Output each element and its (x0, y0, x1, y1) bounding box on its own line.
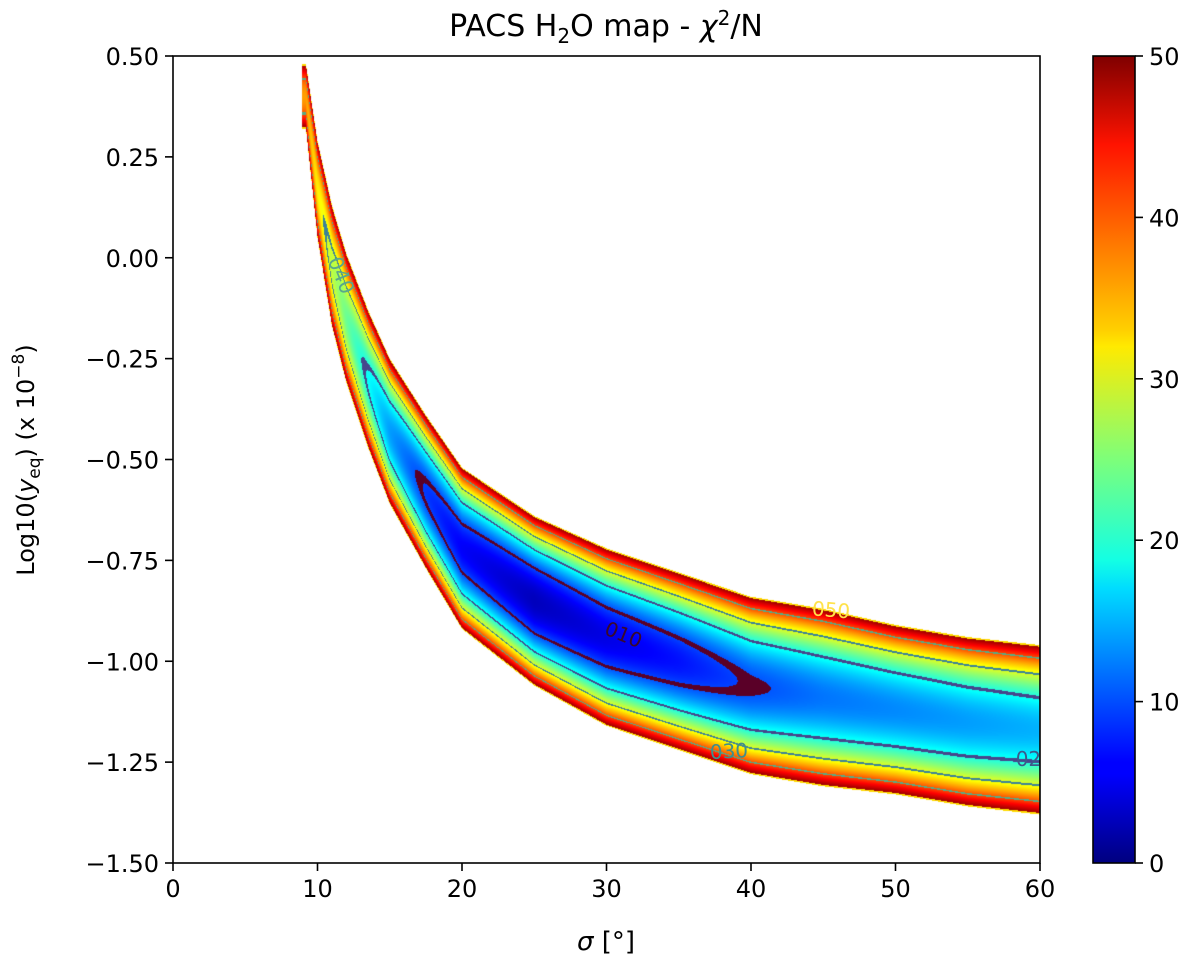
colorbar-tick-label: 20 (1149, 527, 1180, 555)
y-axis-subscript: eq (25, 457, 45, 478)
contour-label: 050 (811, 596, 851, 623)
colorbar-tick-label: 40 (1149, 204, 1180, 232)
x-axis-label: σ [°] (577, 927, 635, 957)
colorbar-tick-label: 0 (1149, 850, 1164, 878)
x-tick-label: 0 (165, 875, 180, 903)
y-tick-label: 0.00 (106, 245, 159, 273)
y-axis-symbol: y (12, 478, 40, 494)
y-axis-middle: ) (x 10 (12, 379, 40, 458)
title-subscript: 2 (557, 24, 570, 48)
contour-label: 030 (709, 738, 748, 764)
title-superscript: 2 (718, 6, 731, 30)
y-tick-label: −0.75 (85, 547, 159, 575)
title-chi-symbol: χ (698, 9, 719, 44)
y-tick-label: 0.50 (106, 43, 159, 71)
chi2-heatmap (173, 56, 1040, 863)
x-tick-label: 10 (302, 875, 333, 903)
y-axis-superscript: −8 (9, 354, 29, 379)
y-axis-suffix: ) (12, 344, 40, 353)
title-tail: /N (730, 9, 763, 44)
y-tick-label: −0.25 (85, 346, 159, 374)
x-axis-symbol: σ (577, 927, 595, 957)
y-tick-label: −1.25 (85, 749, 159, 777)
x-tick-label: 20 (447, 875, 478, 903)
y-axis-label: Log10(yeq) (x 10−8) (9, 344, 45, 575)
x-tick-label: 40 (736, 875, 767, 903)
y-tick-label: −0.50 (85, 447, 159, 475)
x-tick-label: 50 (880, 875, 911, 903)
title-text-rest: O map - (570, 9, 700, 44)
colorbar-tick-label: 30 (1149, 366, 1180, 394)
y-tick-label: −1.00 (85, 648, 159, 676)
y-tick-label: 0.25 (106, 144, 159, 172)
title-text: PACS H (449, 9, 557, 44)
colorbar-frame (1092, 55, 1136, 864)
x-tick-label: 30 (591, 875, 622, 903)
x-tick-label: 60 (1025, 875, 1056, 903)
colorbar-tick-label: 10 (1149, 689, 1180, 717)
chart-title: PACS H2O map - χ2/N (449, 6, 763, 48)
y-axis-prefix: Log10( (12, 493, 40, 576)
y-tick-label: −1.50 (85, 850, 159, 878)
contour-label: 02 (1016, 747, 1041, 771)
x-axis-unit: [°] (593, 927, 635, 957)
colorbar (1093, 56, 1135, 863)
colorbar-tick-label: 50 (1149, 43, 1180, 71)
